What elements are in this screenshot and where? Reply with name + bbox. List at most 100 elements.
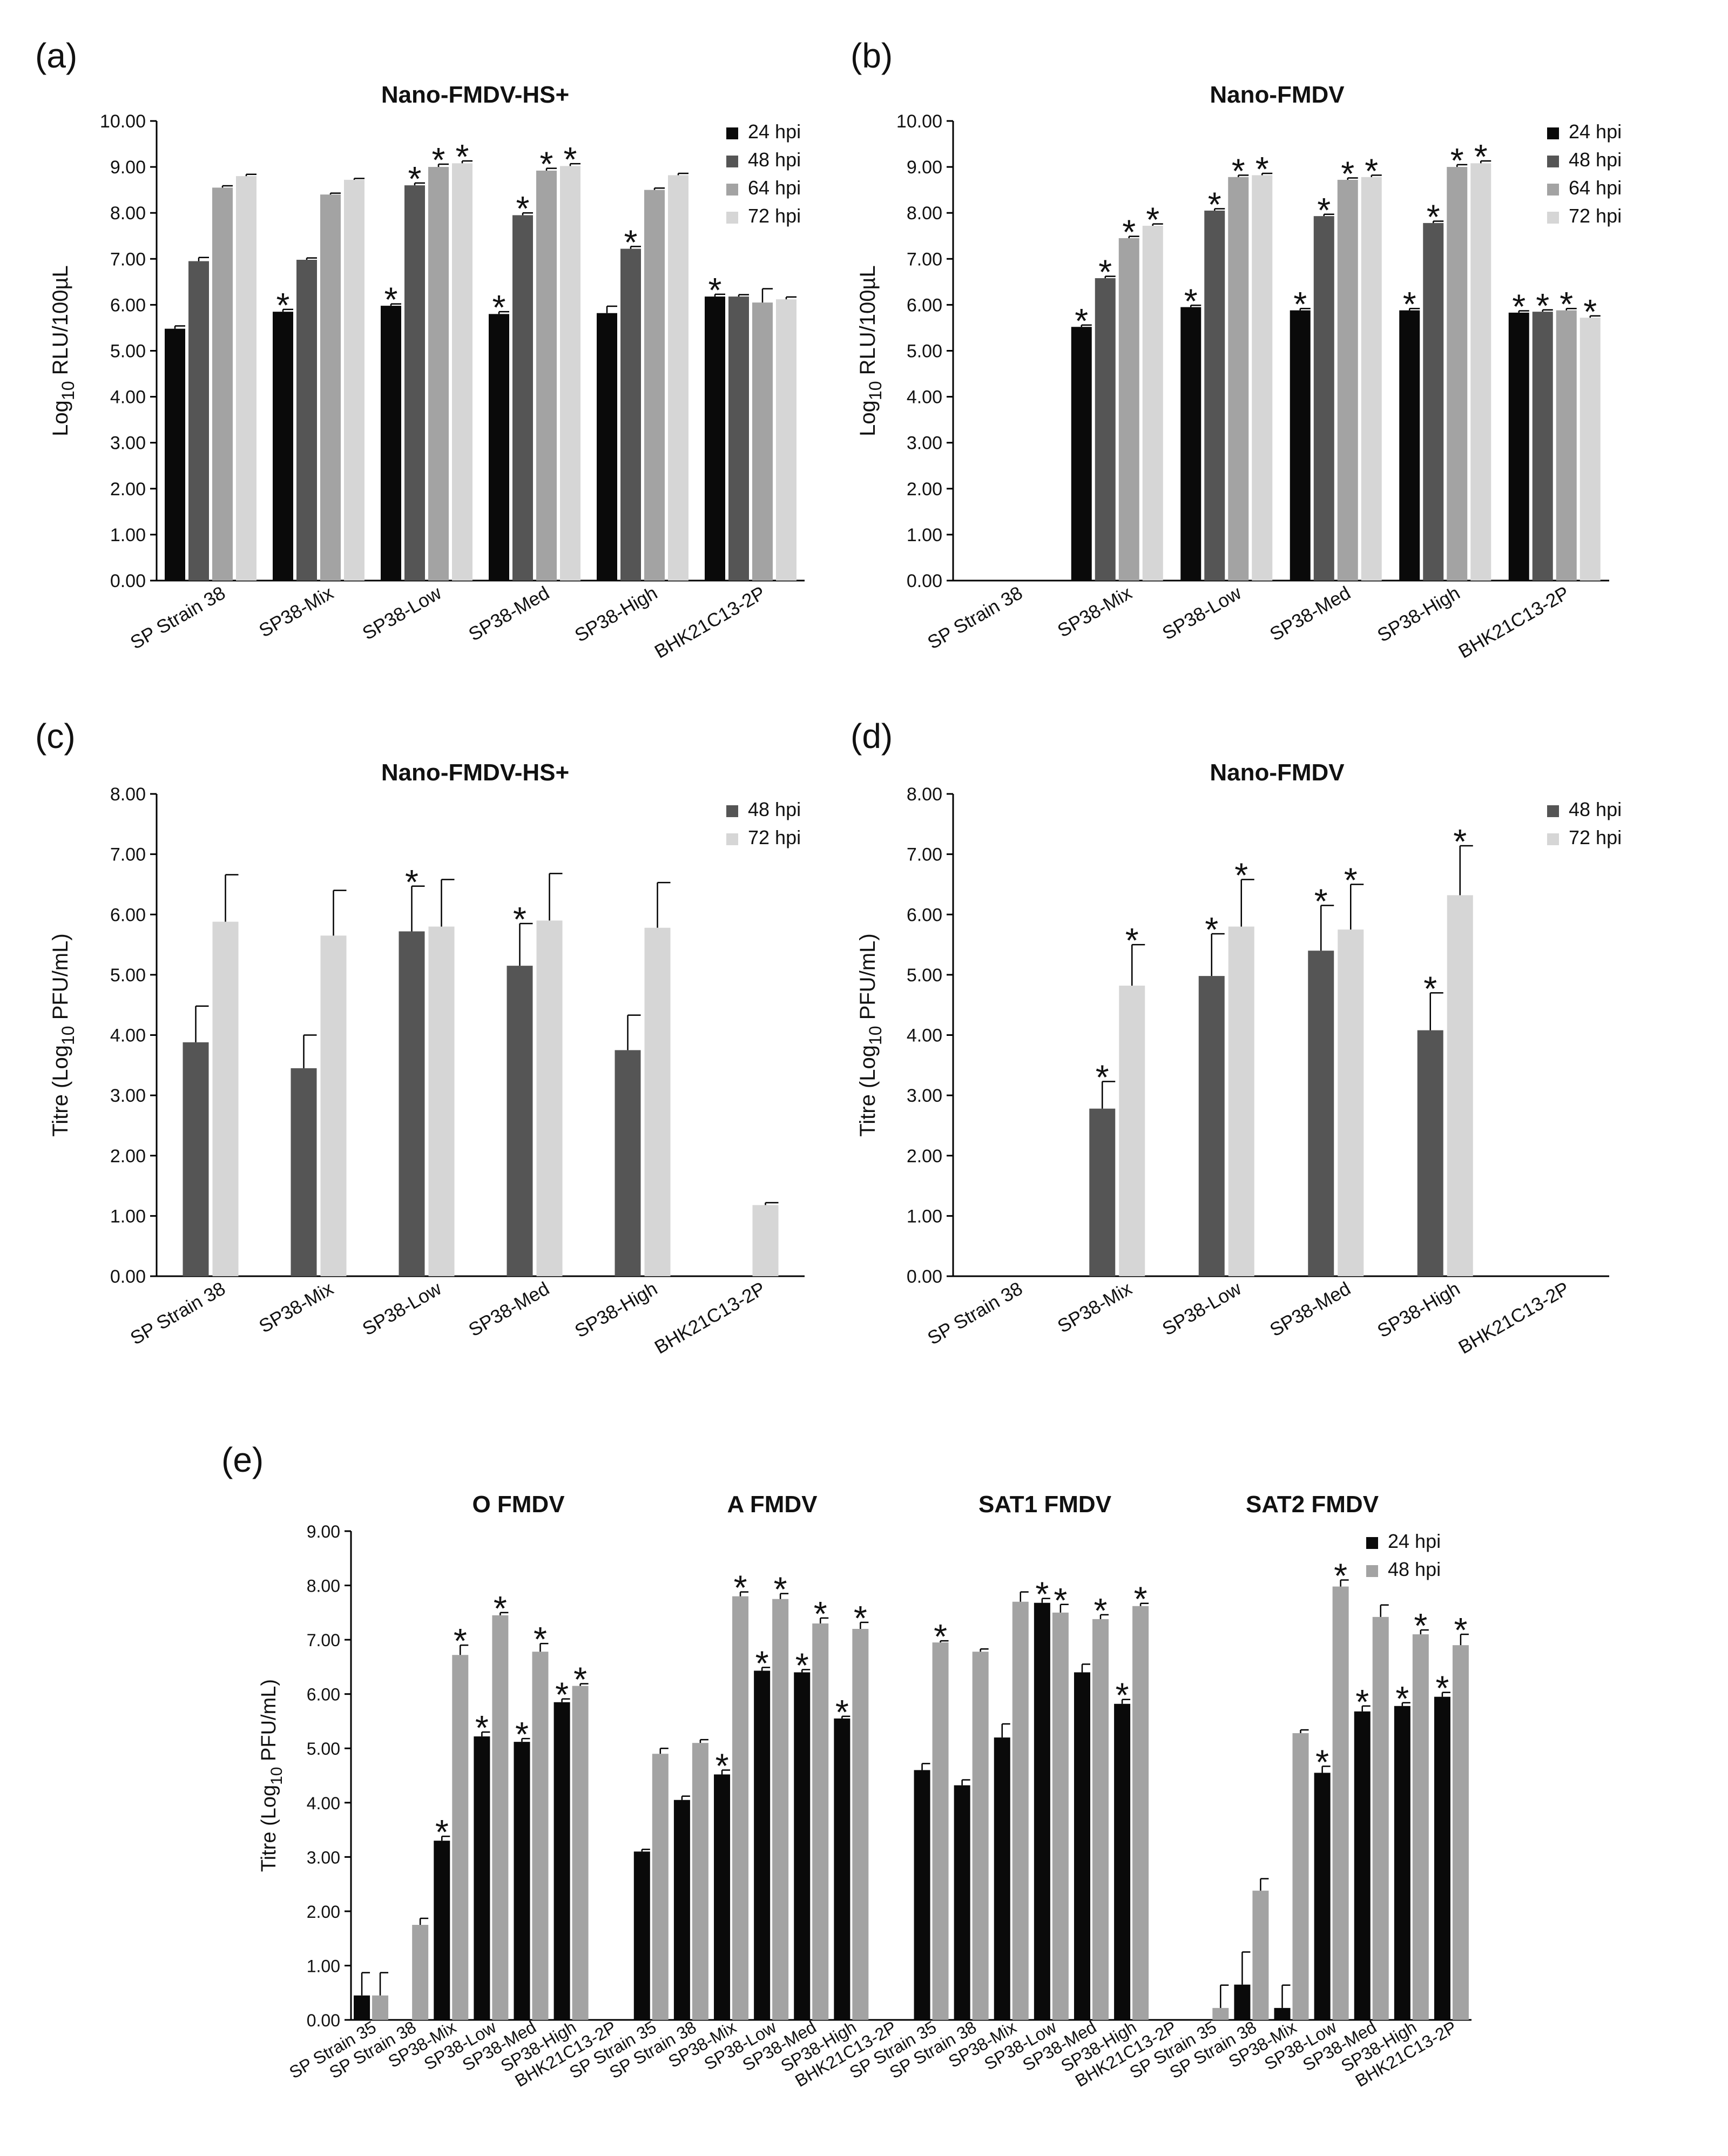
y-tick-label: 7.00 bbox=[307, 1631, 340, 1650]
y-tick-label: 8.00 bbox=[110, 203, 146, 224]
significance-star: * bbox=[573, 1660, 587, 1699]
y-axis-label-subscript: 10 bbox=[866, 1026, 885, 1045]
bar bbox=[514, 1742, 530, 2020]
bar bbox=[1399, 310, 1420, 581]
bar bbox=[1372, 1616, 1389, 2020]
legend-label: 72 hpi bbox=[748, 826, 801, 848]
significance-star: * bbox=[1453, 822, 1467, 861]
y-tick-label: 6.00 bbox=[307, 1685, 340, 1704]
bar bbox=[536, 170, 557, 581]
chart-title: Nano-FMDV bbox=[1210, 759, 1345, 786]
significance-star: * bbox=[716, 1746, 729, 1785]
y-tick-label: 5.00 bbox=[907, 341, 942, 362]
significance-star: * bbox=[1334, 1557, 1347, 1595]
significance-star: * bbox=[1427, 198, 1440, 237]
bar bbox=[183, 1042, 209, 1276]
y-tick-label: 2.00 bbox=[110, 1146, 146, 1167]
significance-star: * bbox=[1035, 1575, 1049, 1614]
significance-star: * bbox=[516, 189, 530, 228]
bar bbox=[834, 1718, 850, 2020]
legend-swatch bbox=[726, 212, 738, 224]
bar bbox=[615, 1050, 641, 1276]
bar bbox=[1052, 1612, 1069, 2020]
y-tick-label: 3.00 bbox=[907, 433, 942, 454]
bar bbox=[236, 176, 256, 581]
bar bbox=[354, 1995, 370, 2020]
significance-star: * bbox=[454, 1621, 467, 1660]
significance-star: * bbox=[854, 1599, 867, 1638]
y-tick-label: 7.00 bbox=[110, 249, 146, 270]
significance-star: * bbox=[515, 1715, 529, 1754]
significance-star: * bbox=[1474, 137, 1488, 176]
significance-star: * bbox=[1098, 253, 1112, 292]
bar bbox=[1095, 278, 1116, 581]
y-tick-label: 3.00 bbox=[110, 433, 146, 454]
significance-star: * bbox=[384, 280, 398, 319]
significance-star: * bbox=[405, 863, 418, 901]
chart-title: Nano-FMDV bbox=[1210, 82, 1345, 108]
significance-star: * bbox=[408, 159, 422, 198]
y-axis-label-part: Titre (Log bbox=[258, 1785, 280, 1872]
legend-label: 64 hpi bbox=[748, 177, 801, 199]
significance-star: * bbox=[1403, 285, 1416, 324]
legend-swatch bbox=[1547, 184, 1559, 196]
legend-swatch bbox=[1547, 833, 1559, 845]
y-axis-label: Titre (Log10 PFU/mL) bbox=[856, 933, 885, 1136]
bar bbox=[489, 314, 509, 581]
bar bbox=[1314, 1773, 1331, 2020]
significance-star: * bbox=[1315, 1742, 1329, 1781]
legend-swatch bbox=[1366, 1537, 1378, 1549]
significance-star: * bbox=[1146, 200, 1159, 239]
y-tick-label: 1.00 bbox=[110, 1206, 146, 1227]
panel-label: (a) bbox=[35, 36, 77, 75]
legend-label: 48 hpi bbox=[1569, 798, 1622, 820]
y-tick-label: 0.00 bbox=[110, 1266, 146, 1287]
y-tick-label: 5.00 bbox=[307, 1739, 340, 1759]
bar bbox=[794, 1672, 811, 2020]
y-tick-label: 1.00 bbox=[907, 1206, 942, 1227]
bar bbox=[291, 1068, 317, 1276]
y-tick-label: 3.00 bbox=[307, 1848, 340, 1867]
significance-star: * bbox=[1450, 141, 1464, 180]
y-tick-label: 4.00 bbox=[110, 1026, 146, 1046]
bar bbox=[428, 926, 455, 1276]
y-axis-label-part: Log bbox=[49, 400, 72, 436]
bar bbox=[404, 185, 425, 581]
significance-star: * bbox=[564, 140, 577, 179]
y-tick-label: 1.00 bbox=[110, 525, 146, 545]
bar bbox=[452, 1655, 469, 2020]
y-tick-label: 1.00 bbox=[907, 525, 942, 545]
bar bbox=[1212, 2007, 1229, 2020]
bar bbox=[372, 1995, 389, 2020]
group-title: A FMDV bbox=[727, 1491, 818, 1518]
significance-star: * bbox=[1314, 882, 1328, 921]
significance-star: * bbox=[494, 1589, 507, 1628]
significance-star: * bbox=[435, 1813, 449, 1851]
significance-star: * bbox=[708, 271, 722, 309]
y-tick-label: 5.00 bbox=[907, 965, 942, 986]
legend-swatch bbox=[1366, 1565, 1378, 1577]
y-axis-label-subscript: 10 bbox=[58, 381, 78, 400]
legend-swatch bbox=[726, 805, 738, 817]
y-tick-label: 7.00 bbox=[907, 845, 942, 865]
y-axis-label-subscript: 10 bbox=[866, 381, 885, 400]
significance-star: * bbox=[1116, 1676, 1129, 1715]
y-axis-label-subscript: 10 bbox=[58, 1026, 78, 1045]
bar bbox=[512, 215, 533, 581]
legend-label: 48 hpi bbox=[748, 149, 801, 171]
bar bbox=[644, 190, 665, 581]
y-tick-label: 3.00 bbox=[907, 1086, 942, 1106]
bar bbox=[344, 179, 364, 581]
bar bbox=[1252, 1890, 1269, 2020]
significance-star: * bbox=[1205, 910, 1218, 949]
significance-star: * bbox=[432, 140, 446, 179]
significance-star: * bbox=[540, 145, 554, 184]
legend-label: 48 hpi bbox=[1388, 1558, 1441, 1580]
y-axis-label-part: PFU/mL) bbox=[258, 1679, 280, 1767]
y-axis-label-part: RLU/100µL bbox=[49, 265, 72, 381]
bar bbox=[1423, 223, 1444, 581]
significance-star: * bbox=[734, 1568, 747, 1607]
bar bbox=[296, 260, 317, 581]
bar bbox=[474, 1736, 490, 2020]
